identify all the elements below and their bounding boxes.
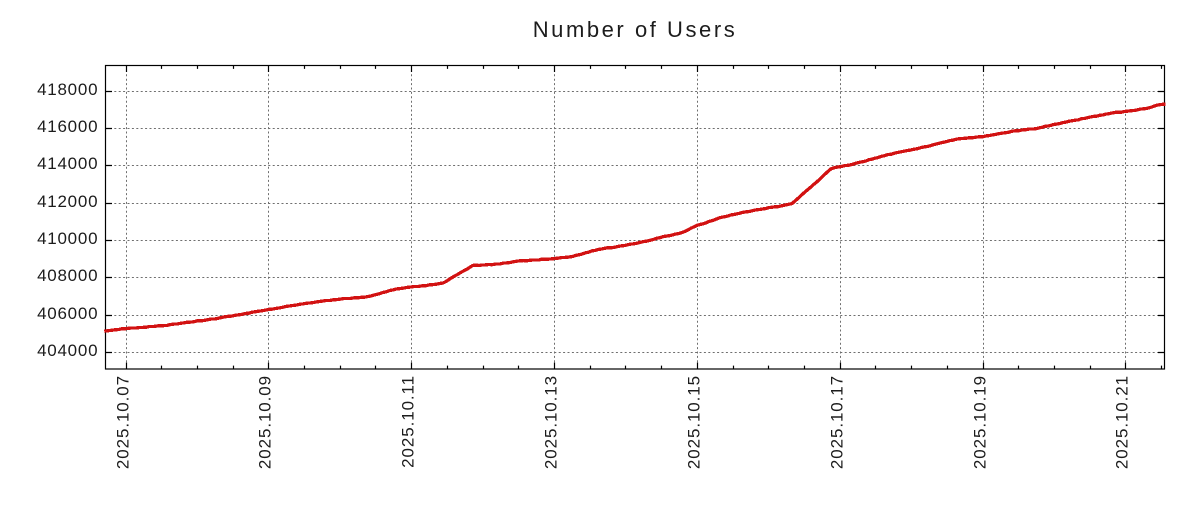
svg-text:2025.10.17: 2025.10.17 [828,375,847,469]
svg-text:2025.10.21: 2025.10.21 [1113,375,1132,469]
svg-text:418000: 418000 [37,80,98,99]
svg-text:2025.10.11: 2025.10.11 [399,375,418,468]
svg-text:414000: 414000 [37,154,98,173]
svg-text:2025.10.19: 2025.10.19 [971,375,990,469]
svg-text:404000: 404000 [37,341,98,360]
svg-text:2025.10.15: 2025.10.15 [685,375,704,469]
svg-text:2025.10.07: 2025.10.07 [114,375,133,469]
svg-text:412000: 412000 [37,192,98,211]
svg-text:2025.10.13: 2025.10.13 [542,375,561,469]
svg-text:2025.10.09: 2025.10.09 [256,375,275,469]
svg-text:408000: 408000 [37,266,98,285]
svg-text:406000: 406000 [37,304,98,323]
svg-text:410000: 410000 [37,229,98,248]
svg-text:Number of Users: Number of Users [533,17,738,42]
svg-text:416000: 416000 [37,117,98,136]
